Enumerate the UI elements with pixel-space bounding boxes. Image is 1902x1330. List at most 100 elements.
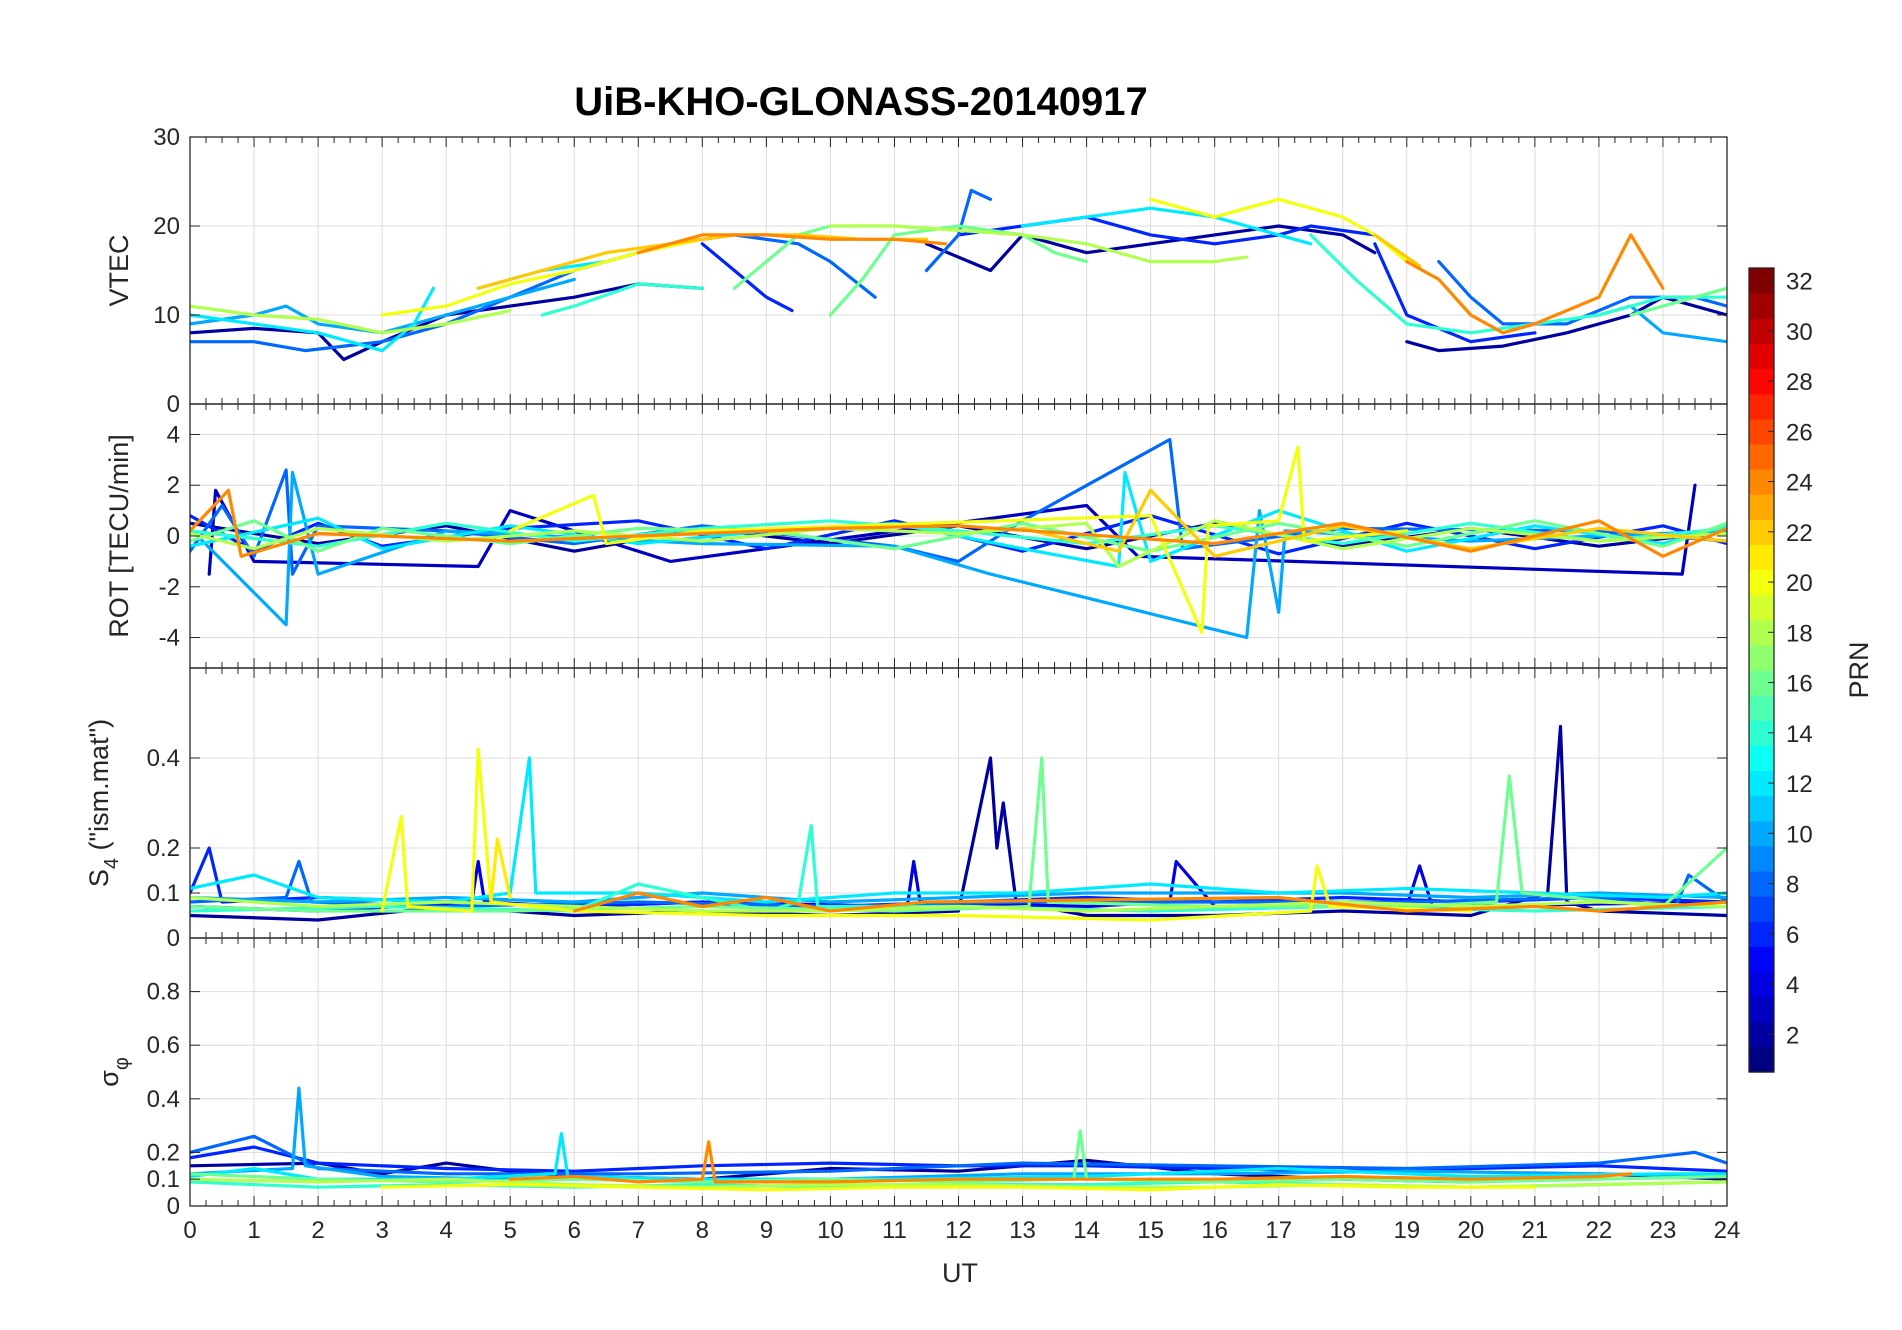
colorbar-swatch: [1749, 644, 1774, 671]
colorbar-swatch: [1749, 594, 1774, 621]
series-prn-10: [190, 891, 1727, 904]
series-prn-18: [190, 519, 1727, 569]
tick-marks-sigma: [189, 938, 1728, 1207]
series-prn-2: [924, 224, 1377, 273]
series-prn-22: [1020, 488, 1727, 558]
series-prn-22: [1373, 233, 1422, 268]
y-axis-label-sigma: σφ: [94, 1057, 133, 1087]
x-tick-label: 15: [1137, 1217, 1164, 1244]
colorbar-swatch: [1749, 996, 1774, 1023]
colorbar-swatch: [1749, 795, 1774, 822]
series-prn-12: [190, 756, 1727, 904]
colorbar-tick-label: 28: [1786, 369, 1813, 396]
y-tick-label: 20: [153, 213, 180, 240]
colorbar-tick-label: 26: [1786, 419, 1813, 446]
colorbar-swatch: [1749, 1046, 1774, 1073]
y-tick-label: 0.1: [147, 880, 180, 907]
series-prn-8: [190, 1134, 1727, 1176]
x-tick-label: 18: [1329, 1217, 1356, 1244]
colorbar-tick-label: 16: [1786, 671, 1813, 698]
colorbar-swatch: [1749, 544, 1774, 571]
series-prn-10: [190, 277, 576, 335]
series-group-s4: [190, 724, 1727, 922]
y-tick-label: 0.2: [147, 835, 180, 862]
colorbar-swatch: [1749, 343, 1774, 370]
y-tick-label: 0: [167, 1193, 180, 1220]
x-tick-label: 13: [1009, 1217, 1036, 1244]
x-tick-label: 3: [375, 1217, 388, 1244]
colorbar-tick-label: 14: [1786, 721, 1813, 748]
series-prn-6: [190, 1145, 1727, 1173]
y-tick-label: 0: [167, 925, 180, 952]
y-tick-label: 30: [153, 124, 180, 151]
x-tick-label: 12: [945, 1217, 972, 1244]
x-tick-label: 1: [247, 1217, 260, 1244]
colorbar-swatch: [1749, 494, 1774, 520]
series-prn-21: [489, 837, 512, 904]
series-prn-16: [1629, 286, 1727, 317]
grid-vtec: [189, 136, 1728, 405]
chart-title: UiB-KHO-GLONASS-20140917: [574, 80, 1148, 124]
y-axis-label-vtec: VTEC: [104, 234, 134, 306]
series-prn-12: [1020, 206, 1313, 246]
x-tick-label: 21: [1522, 1217, 1549, 1244]
colorbar-swatch: [1749, 393, 1774, 420]
colorbar-swatch: [1749, 946, 1774, 973]
y-tick-label: -2: [159, 574, 180, 601]
series-prn-12: [190, 286, 435, 353]
series-prn-24: [572, 891, 1727, 913]
colorbar-swatch: [1749, 293, 1774, 319]
panel-s4: 0 0.1 0.2 0.4 S4 ("ism.mat"): [84, 667, 1728, 952]
colorbar-tick-label: 30: [1786, 319, 1813, 346]
colorbar-tick-label: 12: [1786, 771, 1813, 798]
colorbar-label: PRN: [1844, 641, 1874, 698]
y-tick-label: 10: [153, 302, 180, 329]
series-prn-8: [190, 251, 640, 353]
panel-rot: -4 -2 0 2 4 ROT [TECU/min]: [104, 403, 1728, 669]
x-tick-label: 0: [183, 1217, 196, 1244]
colorbar-tick-label: 18: [1786, 620, 1813, 647]
series-prn-14: [540, 282, 704, 317]
y-axis-label-s4: S4 ("ism.mat"): [84, 719, 123, 887]
series-group-rot: [190, 437, 1727, 640]
colorbar-tick-label: 8: [1786, 872, 1799, 899]
x-tick-label: 19: [1393, 1217, 1420, 1244]
y-tick-label: 0.1: [147, 1166, 180, 1193]
y-tick-label: 0: [167, 523, 180, 550]
x-tick-label: 24: [1714, 1217, 1741, 1244]
x-tick-label: 9: [760, 1217, 773, 1244]
series-prn-24: [508, 1140, 1633, 1184]
series-prn-10: [190, 470, 1727, 640]
series-prn-14: [190, 519, 1727, 548]
series-prn-24: [190, 488, 1727, 558]
colorbar-tick-label: 20: [1786, 570, 1813, 597]
series-prn-20: [380, 1183, 1537, 1192]
panel-sigma: 00.10.2 0.4 0.6 0.8 σφ: [94, 937, 1728, 1220]
x-tick-label: 14: [1073, 1217, 1100, 1244]
x-tick-label: 5: [504, 1217, 517, 1244]
x-tick-label: 2: [311, 1217, 324, 1244]
y-tick-label: 2: [167, 472, 180, 499]
x-tick-label: 7: [632, 1217, 645, 1244]
colorbar-swatch: [1749, 695, 1774, 721]
colorbar-swatch: [1749, 745, 1774, 772]
series-group-sigma: [190, 1086, 1727, 1192]
x-tick-label: 17: [1265, 1217, 1292, 1244]
x-tick-label: 16: [1201, 1217, 1228, 1244]
series-prn-24: [1405, 233, 1665, 335]
x-tick-label: 22: [1586, 1217, 1613, 1244]
series-prn-18: [190, 895, 1727, 913]
series-prn-18: [190, 304, 512, 335]
series-prn-20: [508, 445, 1409, 635]
series-prn-20: [380, 237, 704, 317]
y-tick-label: 4: [167, 421, 180, 448]
series-prn-16: [732, 224, 832, 290]
x-tick-label: 20: [1457, 1217, 1484, 1244]
series-prn-8: [190, 437, 1727, 576]
series-group-vtec: [190, 188, 1727, 362]
y-tick-label: 0.2: [147, 1139, 180, 1166]
colorbar-tick-label: 24: [1786, 470, 1813, 497]
x-tick-label: 4: [439, 1217, 452, 1244]
